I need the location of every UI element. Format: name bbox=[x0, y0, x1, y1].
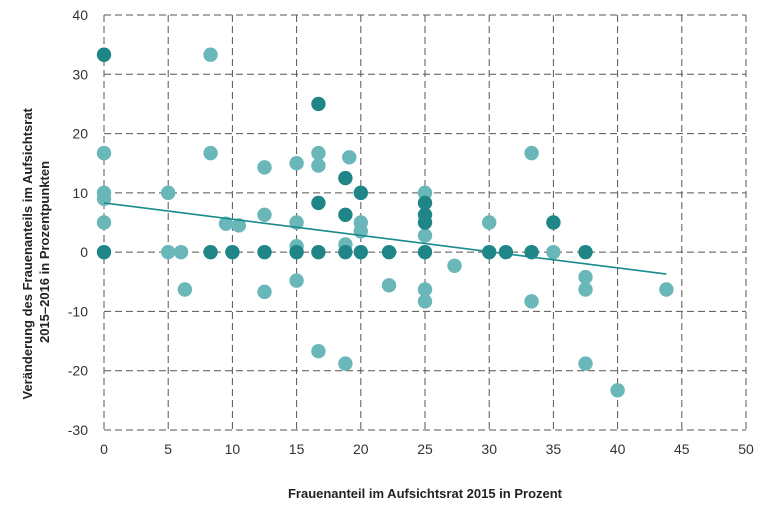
data-point bbox=[447, 258, 462, 273]
data-point bbox=[482, 215, 497, 230]
data-point bbox=[96, 244, 112, 260]
data-point bbox=[96, 215, 112, 230]
y-tick-label: 30 bbox=[72, 66, 88, 82]
x-tick-label: 35 bbox=[546, 441, 562, 457]
data-point bbox=[381, 244, 397, 260]
data-point bbox=[342, 150, 357, 165]
data-point bbox=[257, 244, 272, 260]
y-tick-label: 20 bbox=[72, 126, 88, 142]
data-point bbox=[524, 244, 539, 260]
data-point bbox=[578, 282, 593, 297]
data-point bbox=[203, 145, 218, 161]
data-point bbox=[257, 160, 272, 175]
data-point bbox=[546, 244, 561, 260]
x-tick-label: 50 bbox=[738, 441, 754, 457]
data-point bbox=[338, 170, 353, 186]
y-axis-ticks: -30 -20 -10 0 10 20 30 40 bbox=[68, 7, 88, 438]
data-point bbox=[289, 244, 304, 260]
data-point bbox=[257, 207, 272, 222]
data-point bbox=[257, 284, 272, 300]
x-tick-label: 0 bbox=[100, 441, 108, 457]
data-point bbox=[417, 244, 433, 260]
data-points bbox=[96, 47, 674, 398]
x-tick-label: 45 bbox=[674, 441, 690, 457]
x-tick-label: 30 bbox=[481, 441, 497, 457]
y-axis-title-line-2: 2015–2016 in Prozentpunkten bbox=[37, 161, 52, 343]
data-point bbox=[353, 185, 368, 201]
data-point bbox=[161, 244, 176, 260]
data-point bbox=[417, 282, 433, 297]
data-point bbox=[610, 383, 625, 398]
data-point bbox=[578, 356, 593, 371]
data-point bbox=[177, 282, 193, 297]
data-point bbox=[417, 195, 433, 211]
data-point bbox=[203, 47, 218, 62]
y-tick-label: 40 bbox=[72, 7, 88, 23]
data-point bbox=[311, 158, 326, 173]
x-tick-label: 10 bbox=[225, 441, 241, 457]
x-tick-label: 40 bbox=[610, 441, 626, 457]
x-tick-label: 15 bbox=[289, 441, 305, 457]
x-tick-label: 5 bbox=[164, 441, 172, 457]
y-tick-label: -30 bbox=[68, 422, 88, 438]
y-axis-title: Veränderung des Frauenanteils im Aufsich… bbox=[20, 104, 52, 399]
data-point bbox=[311, 244, 326, 260]
data-point bbox=[289, 156, 304, 171]
data-point bbox=[524, 145, 539, 161]
data-point bbox=[161, 185, 176, 201]
data-point bbox=[289, 273, 304, 288]
data-point bbox=[311, 343, 326, 359]
data-point bbox=[498, 244, 514, 260]
data-point bbox=[524, 294, 539, 309]
data-point bbox=[546, 215, 561, 230]
data-point bbox=[96, 47, 112, 62]
data-point bbox=[338, 207, 353, 222]
data-point bbox=[417, 215, 433, 230]
data-point bbox=[578, 269, 593, 285]
data-point bbox=[218, 216, 234, 231]
data-point bbox=[225, 244, 240, 260]
data-point bbox=[311, 145, 326, 161]
x-tick-label: 20 bbox=[353, 441, 369, 457]
x-tick-label: 25 bbox=[417, 441, 433, 457]
data-point bbox=[338, 356, 353, 371]
data-point bbox=[353, 244, 368, 260]
data-point bbox=[578, 244, 593, 260]
data-point bbox=[417, 228, 433, 243]
data-point bbox=[311, 195, 326, 211]
data-point bbox=[417, 185, 433, 201]
data-point bbox=[231, 218, 247, 233]
data-point bbox=[417, 294, 433, 309]
x-axis-ticks: 0 5 10 15 20 25 30 35 40 45 50 bbox=[100, 441, 754, 457]
data-point bbox=[203, 244, 218, 260]
y-tick-label: 10 bbox=[72, 185, 88, 201]
data-point bbox=[173, 244, 189, 260]
data-point bbox=[96, 191, 112, 206]
data-point bbox=[381, 278, 397, 293]
y-tick-label: 0 bbox=[80, 244, 88, 260]
data-point bbox=[338, 244, 353, 260]
y-tick-label: -20 bbox=[68, 363, 88, 379]
trend-line bbox=[103, 202, 667, 275]
data-point bbox=[96, 145, 112, 161]
x-axis-title: Frauenanteil im Aufsichtsrat 2015 in Pro… bbox=[288, 486, 563, 501]
data-point bbox=[311, 96, 326, 112]
y-axis-title-line-1: Veränderung des Frauenanteils im Aufsich… bbox=[20, 107, 35, 399]
data-point bbox=[659, 282, 674, 297]
y-tick-label: -10 bbox=[68, 303, 88, 319]
